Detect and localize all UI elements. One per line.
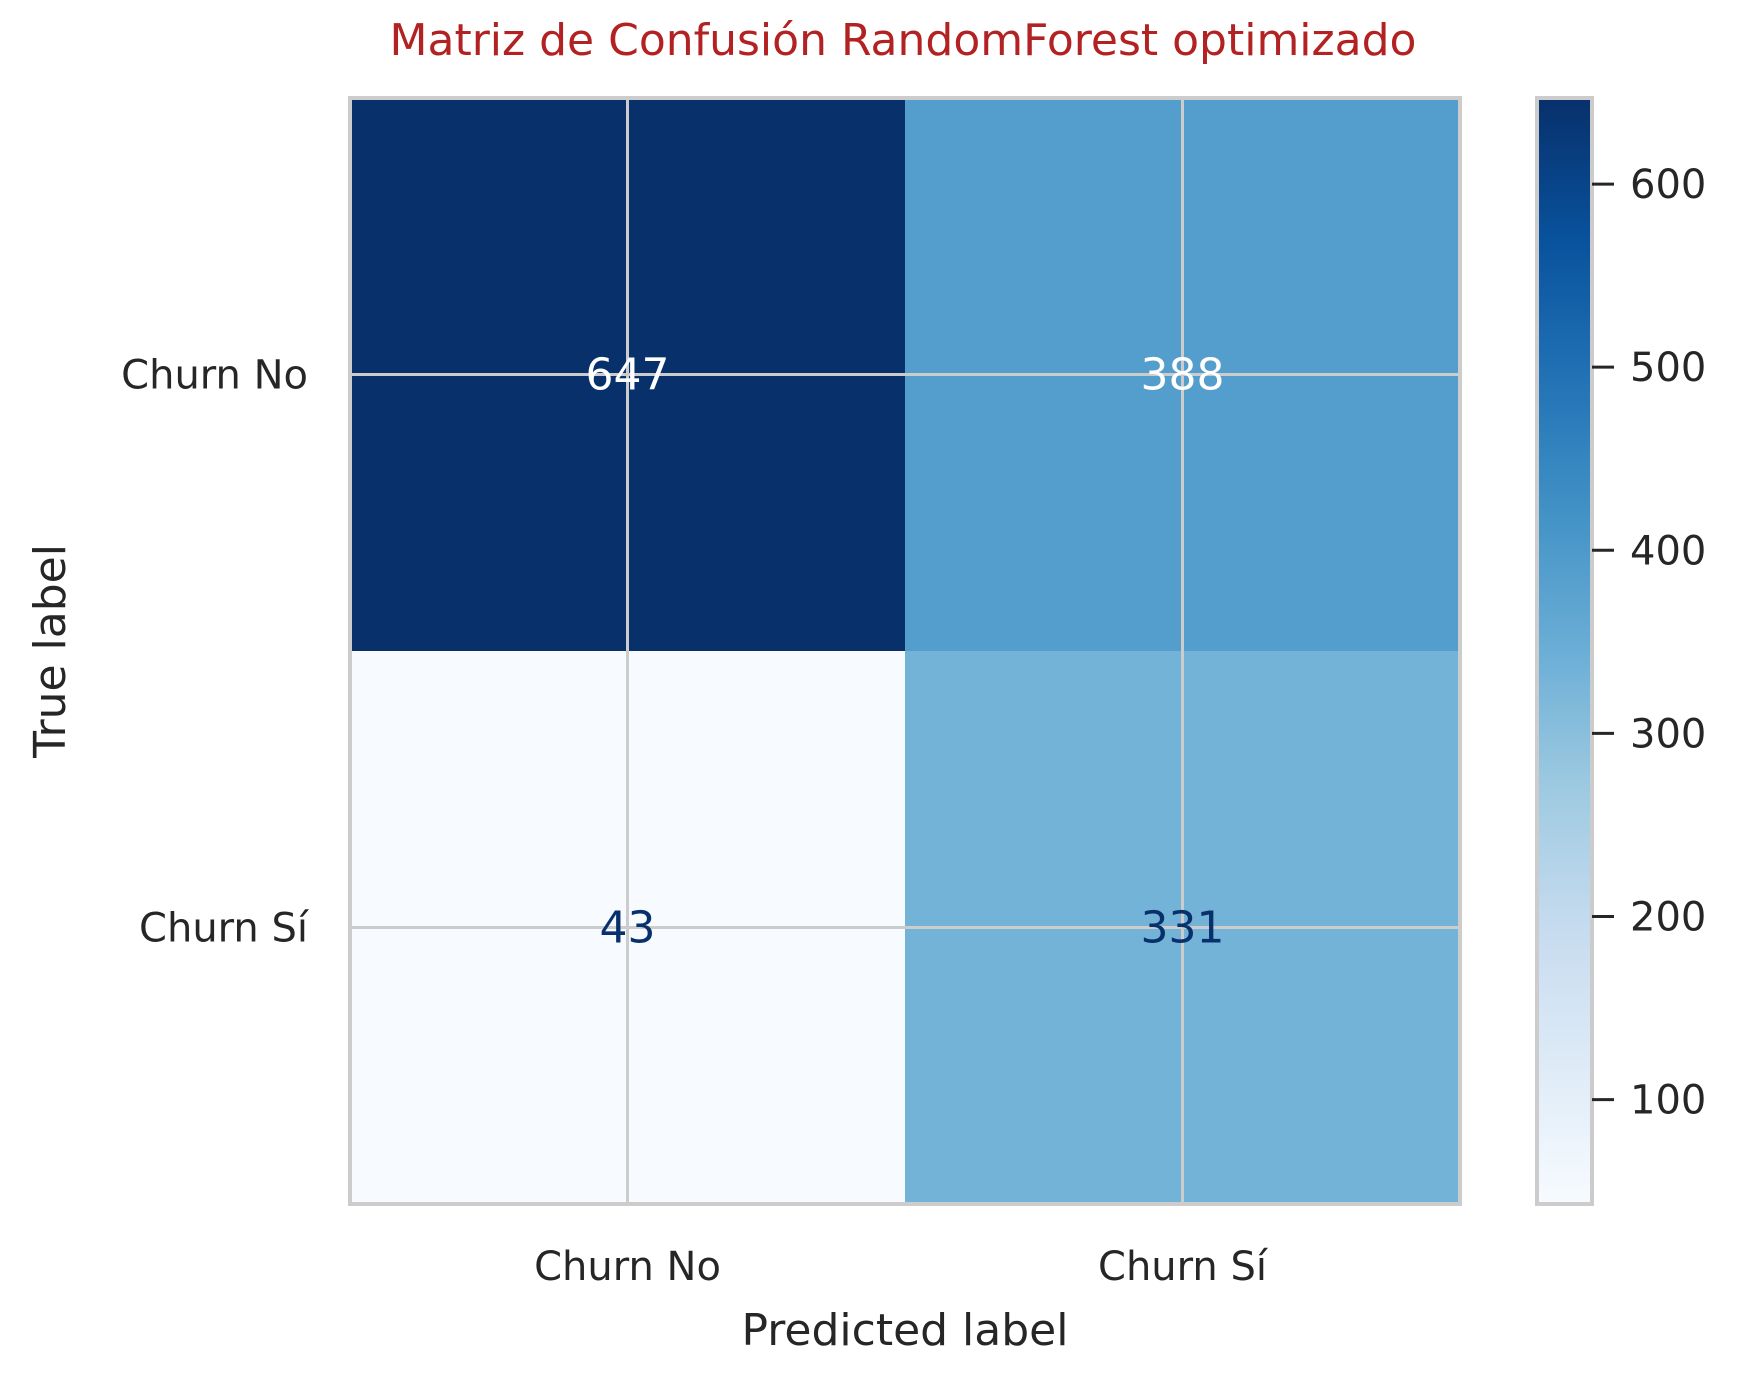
x-tick-labels: Churn No Churn Sí [534, 1244, 1269, 1290]
y-tick-label: Churn Sí [139, 906, 310, 952]
x-tick-label: Churn No [534, 1244, 721, 1290]
x-tick-label: Churn Sí [1098, 1244, 1269, 1290]
cell-value-0-1: 388 [1141, 350, 1225, 401]
y-axis-label: True label [25, 544, 76, 759]
plot-frame [348, 96, 1462, 1206]
x-axis-label: Predicted label [742, 1305, 1069, 1356]
colorbar-tick-label: 600 [1630, 162, 1706, 208]
heatmap-grid [350, 98, 1460, 1204]
chart-title: Matriz de Confusión RandomForest optimiz… [390, 15, 1417, 66]
cell-value-1-1: 331 [1141, 903, 1225, 954]
heatmap-cells [350, 98, 1460, 1204]
cell-value-labels: 647 388 43 331 [586, 350, 1225, 954]
colorbar [1535, 96, 1594, 1206]
cell-value-1-0: 43 [600, 903, 656, 954]
colorbar-ticks: 100 200 300 400 500 600 [1592, 162, 1706, 1124]
colorbar-tick-label: 200 [1630, 895, 1706, 941]
colorbar-tick-label: 300 [1630, 711, 1706, 757]
colorbar-tick-label: 500 [1630, 345, 1706, 391]
colorbar-tick-label: 100 [1630, 1078, 1706, 1124]
cell-value-0-0: 647 [586, 350, 670, 401]
y-tick-label: Churn No [121, 353, 308, 399]
y-tick-labels: Churn No Churn Sí [121, 353, 310, 952]
colorbar-tick-label: 400 [1630, 528, 1706, 574]
